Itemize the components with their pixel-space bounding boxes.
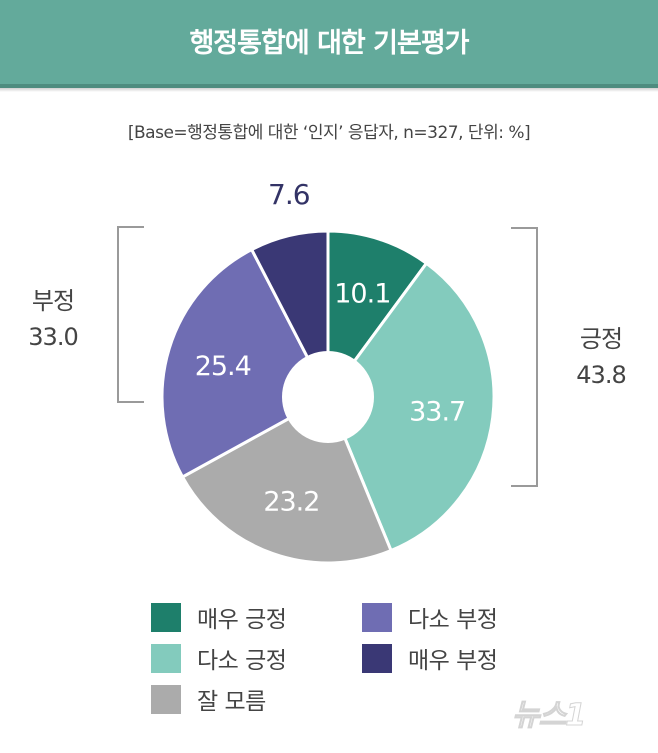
news1-watermark-logo: 뉴스1 [511,698,586,734]
slice-value-label-very-positive: 10.1 [334,278,390,309]
donut-slice-very-positive [326,229,429,402]
slice-value-label-very-negative: 7.6 [268,178,311,211]
legend-label: 다소 부정 [408,607,498,633]
positive-bracket [511,227,538,487]
legend-swatch [151,684,181,714]
legend-item-very-positive: 매우 긍정 [151,602,287,633]
donut-hole [282,351,374,443]
slice-value-label-dont-know: 23.2 [263,487,319,518]
donut-slice-somewhat-positive [326,261,496,553]
positive-group-label: 긍정 43.8 [556,321,646,393]
slice-value-label-somewhat-negative: 25.4 [195,351,251,382]
legend-label: 잘 모름 [197,689,266,715]
negative-bracket [117,226,144,403]
legend-item-dont-know: 잘 모름 [151,684,266,715]
negative-group-label: 부정 33.0 [8,283,98,355]
slice-value-label-somewhat-positive: 33.7 [409,396,465,427]
legend-swatch [362,602,392,632]
negative-group-value: 33.0 [28,323,78,351]
legend-label: 매우 부정 [408,648,498,674]
banner-shadow [0,88,658,92]
positive-group-title: 긍정 [579,325,623,353]
legend-swatch [362,643,392,673]
positive-group-value: 43.8 [576,361,626,389]
legend-swatch [151,643,181,673]
legend-item-somewhat-positive: 다소 긍정 [151,643,287,674]
legend-swatch [151,602,181,632]
negative-group-title: 부정 [31,287,75,315]
legend-label: 매우 긍정 [197,607,287,633]
slice-value-labels: 10.1 33.7 23.2 25.4 [195,278,467,518]
chart-title: 행정통합에 대한 기본평가 [189,27,469,59]
legend-item-very-negative: 매우 부정 [362,643,498,674]
legend-item-somewhat-negative: 다소 부정 [362,602,498,633]
title-banner: 행정통합에 대한 기본평가 [0,0,658,84]
donut-slice-somewhat-negative [160,247,331,480]
chart-subtitle: [Base=행정통합에 대한 ‘인지’ 응답자, n=327, 단위: %] [127,123,531,143]
banner-strip [0,84,658,88]
legend-label: 다소 긍정 [197,648,287,674]
